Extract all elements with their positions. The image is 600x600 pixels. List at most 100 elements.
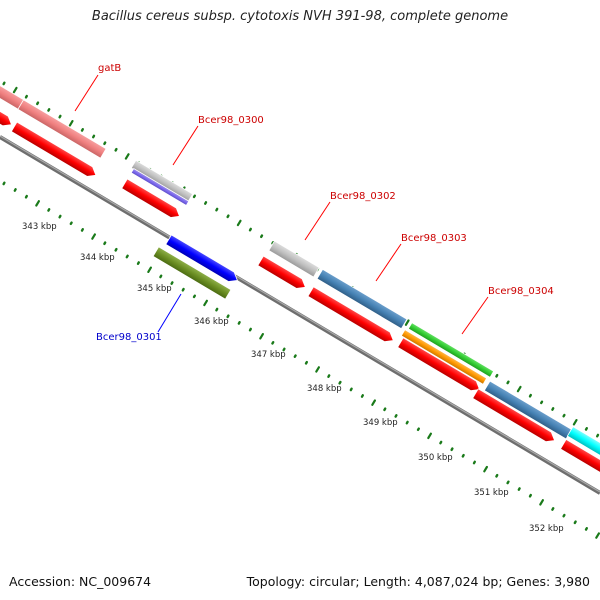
minor-tick: [170, 281, 174, 285]
minor-tick: [562, 413, 566, 418]
bcer98-0300-band-shape: [130, 167, 190, 207]
kbp-label: 349 kbp: [363, 418, 398, 428]
minor-tick: [472, 460, 476, 465]
accession-text: Accession: NC_009674: [9, 574, 152, 589]
gene-label-bcer98-0301: Bcer98_0301: [96, 332, 162, 343]
map-title: Bacillus cereus subsp. cytotoxis NVH 391…: [91, 9, 509, 24]
cds-cyan-7-shape: [566, 425, 600, 461]
minor-tick: [573, 520, 577, 525]
leader-line-bcer98-0304: [461, 296, 489, 335]
minor-tick: [58, 114, 62, 119]
kbp-label: 352 kbp: [529, 524, 564, 534]
minor-tick: [349, 387, 353, 392]
cds-arrow-2: [121, 178, 181, 218]
kbp-label: 348 kbp: [307, 384, 342, 394]
major-tick: [147, 266, 152, 273]
bcer98-0301-cds: [165, 234, 238, 282]
minor-tick: [596, 433, 600, 438]
gene-label-bcer98-0302: Bcer98_0302: [330, 191, 396, 202]
major-tick: [12, 86, 18, 94]
leader-line-bcer98-0300: [172, 125, 199, 166]
gene-label-bcer98-0304: Bcer98_0304: [488, 286, 554, 297]
minor-tick: [192, 294, 197, 299]
cds-arrow-0: [0, 108, 13, 127]
minor-tick: [271, 341, 275, 345]
cds-arrow-3-shape: [257, 255, 306, 289]
minor-tick: [394, 414, 398, 418]
minor-tick: [2, 81, 6, 86]
kbp-label: 350 kbp: [418, 453, 453, 463]
leader-line-bcer98-0303: [375, 243, 402, 282]
cds-arrow-4: [307, 286, 394, 343]
major-tick: [124, 153, 130, 160]
bcer98-0303-gene: [316, 268, 408, 330]
minor-tick: [327, 374, 331, 378]
bcer98-0304-gene-shape: [400, 329, 488, 385]
leader-line-gatB: [74, 74, 99, 112]
cds-arrow-5: [397, 337, 481, 392]
major-tick: [516, 385, 522, 393]
major-tick: [315, 366, 320, 373]
minor-tick: [562, 513, 566, 518]
gatB-gene-shape: [17, 99, 107, 159]
minor-tick: [540, 400, 544, 405]
minor-tick: [405, 420, 409, 425]
major-tick: [68, 119, 74, 127]
minor-tick: [159, 274, 163, 279]
bcer98-0300-band: [130, 167, 190, 207]
minor-tick: [181, 287, 185, 292]
leader-line-bcer98-0302: [304, 201, 331, 241]
bcer98-0301-gene: [152, 246, 232, 300]
minor-tick: [91, 134, 96, 139]
cds-arrow-4-shape: [307, 286, 394, 343]
minor-tick: [383, 407, 387, 412]
genome-backbone-highlight: [0, 135, 600, 493]
minor-tick: [338, 380, 342, 385]
minor-tick: [260, 234, 264, 239]
minor-tick: [192, 194, 197, 199]
major-tick: [483, 465, 488, 473]
cds-arrow-3: [257, 255, 306, 289]
minor-tick: [551, 507, 555, 511]
minor-tick: [248, 227, 253, 232]
minor-tick: [450, 447, 454, 452]
cds-arrow-7: [559, 438, 600, 478]
leader-line-bcer98-0301: [157, 293, 182, 333]
cds-arrow-7-shape: [559, 438, 600, 478]
minor-tick: [24, 194, 28, 199]
minor-tick: [203, 201, 208, 205]
major-tick: [595, 532, 600, 539]
genome-stats-text: Topology: circular; Length: 4,087,024 bp…: [246, 574, 590, 589]
minor-tick: [495, 373, 499, 378]
cds-cyan-7: [566, 425, 600, 461]
minor-tick: [36, 101, 40, 106]
major-tick: [572, 419, 578, 426]
minor-tick: [47, 208, 51, 212]
kbp-label: 344 kbp: [80, 253, 115, 263]
minor-tick: [69, 221, 73, 226]
minor-tick: [2, 181, 6, 186]
minor-tick: [248, 327, 253, 332]
kbp-label: 343 kbp: [22, 222, 57, 232]
minor-tick: [271, 240, 275, 245]
minor-tick: [24, 94, 28, 99]
gene-label-bcer98-0303: Bcer98_0303: [401, 233, 467, 244]
minor-tick: [304, 360, 308, 365]
minor-tick: [439, 440, 443, 445]
minor-tick: [226, 314, 230, 319]
minor-tick: [125, 254, 129, 259]
minor-tick: [58, 214, 62, 219]
major-tick: [371, 399, 376, 406]
bcer98-0302-gene-shape: [268, 240, 320, 278]
cds-arrow-5-shape: [397, 337, 481, 392]
bcer98-0303-gene-shape: [316, 268, 408, 330]
minor-tick: [13, 188, 17, 192]
gene-label-bcer98-0300: Bcer98_0300: [198, 115, 264, 126]
minor-tick: [80, 227, 85, 232]
major-tick: [539, 499, 545, 506]
minor-tick: [584, 527, 588, 531]
minor-tick: [47, 108, 51, 112]
cds-arrow-6-shape: [472, 388, 556, 443]
cds-arrow-2-shape: [121, 178, 181, 218]
